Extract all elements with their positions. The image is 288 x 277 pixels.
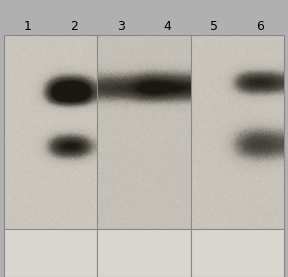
Text: 6: 6 (257, 20, 264, 33)
Text: 3: 3 (117, 20, 125, 33)
Text: 5: 5 (210, 20, 218, 33)
Text: 4: 4 (163, 20, 171, 33)
Text: cSrc
(N-term.): cSrc (N-term.) (120, 241, 168, 264)
Text: cSrc
(Tyr-530): cSrc (Tyr-530) (214, 241, 260, 264)
Text: 2: 2 (70, 20, 78, 33)
Text: 1: 1 (24, 20, 31, 33)
Text: cSrc
(Tyr-215): cSrc (Tyr-215) (28, 241, 74, 264)
